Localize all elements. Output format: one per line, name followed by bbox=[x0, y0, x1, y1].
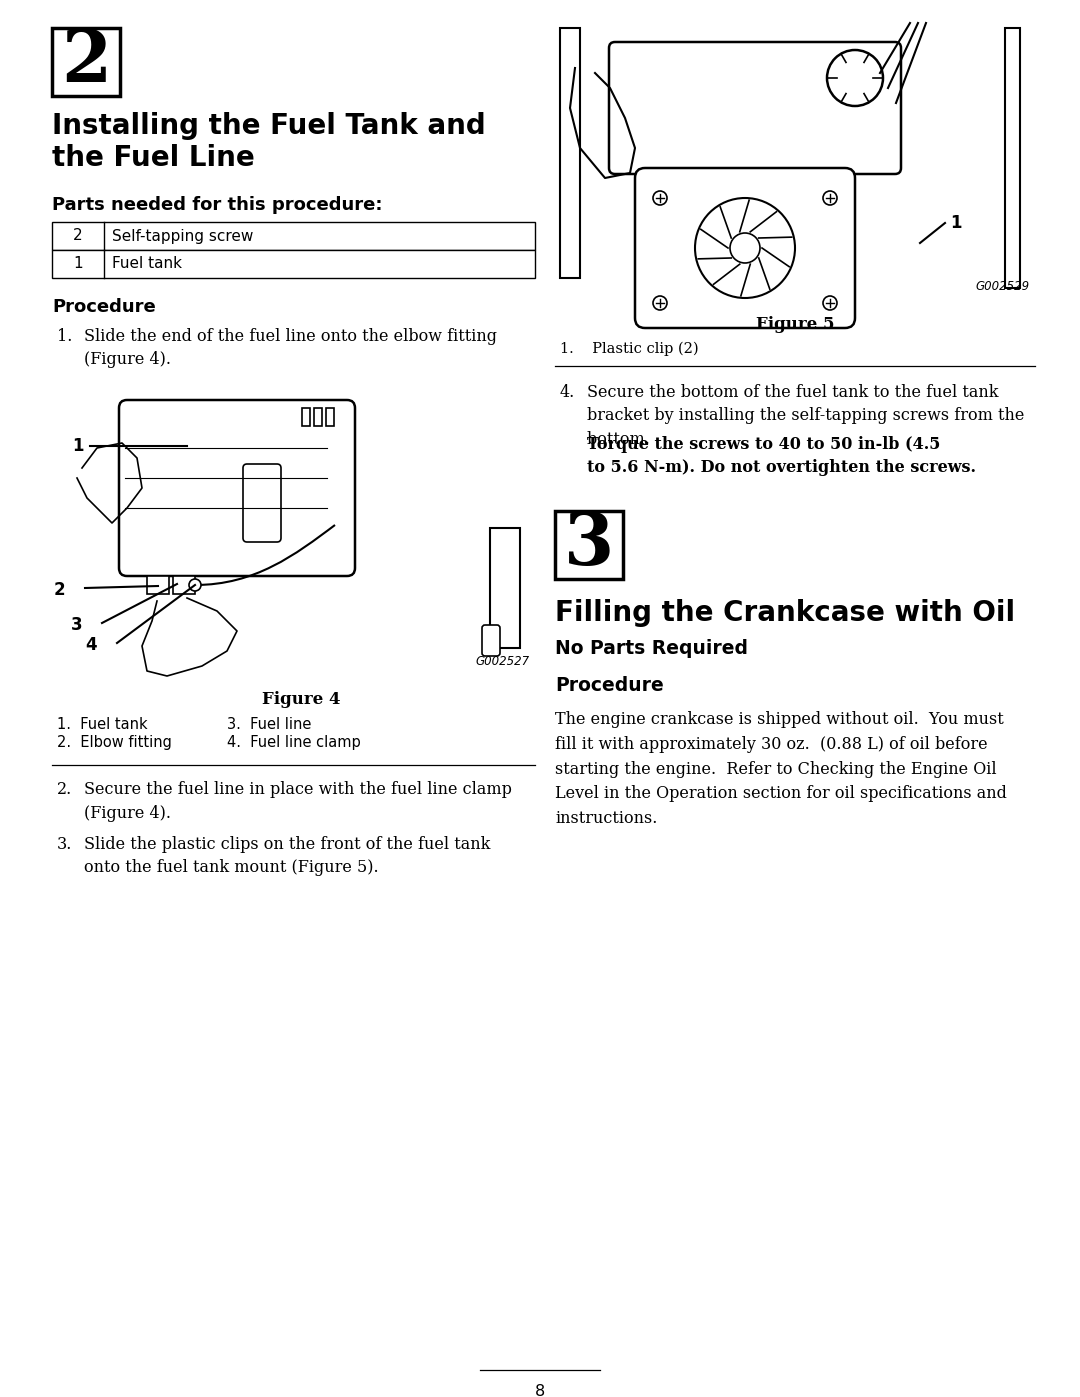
Text: 3.: 3. bbox=[57, 835, 72, 854]
FancyBboxPatch shape bbox=[482, 624, 500, 657]
Circle shape bbox=[653, 296, 667, 310]
Text: 4.  Fuel line clamp: 4. Fuel line clamp bbox=[227, 735, 361, 750]
Text: Procedure: Procedure bbox=[555, 676, 664, 694]
Bar bbox=[1005, 28, 1020, 288]
Text: 2.  Elbow fitting: 2. Elbow fitting bbox=[57, 735, 172, 750]
Bar bbox=[302, 408, 310, 426]
Text: Slide the plastic clips on the front of the fuel tank
onto the fuel tank mount (: Slide the plastic clips on the front of … bbox=[84, 835, 490, 876]
Text: 1: 1 bbox=[950, 214, 961, 232]
Text: G002527: G002527 bbox=[476, 655, 530, 668]
Text: 1.  Fuel tank: 1. Fuel tank bbox=[57, 717, 148, 732]
Text: 1: 1 bbox=[72, 437, 83, 455]
Text: 3.  Fuel line: 3. Fuel line bbox=[227, 717, 311, 732]
Text: 2: 2 bbox=[53, 581, 65, 599]
Circle shape bbox=[696, 198, 795, 298]
Text: 1: 1 bbox=[73, 257, 83, 271]
Bar bbox=[326, 408, 334, 426]
Text: the Fuel Line: the Fuel Line bbox=[52, 144, 255, 172]
Text: 2.: 2. bbox=[57, 781, 72, 798]
Text: Fuel tank: Fuel tank bbox=[112, 257, 183, 271]
Bar bbox=[490, 528, 519, 648]
Text: Self-tapping screw: Self-tapping screw bbox=[112, 229, 254, 243]
Text: 2: 2 bbox=[73, 229, 83, 243]
Circle shape bbox=[653, 191, 667, 205]
Text: Figure 4: Figure 4 bbox=[261, 692, 340, 708]
Circle shape bbox=[823, 191, 837, 205]
Bar bbox=[173, 576, 195, 594]
Text: Torque the screws to 40 to 50 in-lb (4.5
to 5.6 N-m). Do not overtighten the scr: Torque the screws to 40 to 50 in-lb (4.5… bbox=[588, 436, 976, 476]
Text: 2: 2 bbox=[60, 27, 111, 98]
Bar bbox=[314, 408, 322, 426]
Text: Secure the bottom of the fuel tank to the fuel tank
bracket by installing the se: Secure the bottom of the fuel tank to th… bbox=[588, 384, 1024, 448]
Text: 1.    Plastic clip (2): 1. Plastic clip (2) bbox=[561, 342, 699, 356]
FancyBboxPatch shape bbox=[243, 464, 281, 542]
Text: Installing the Fuel Tank and: Installing the Fuel Tank and bbox=[52, 112, 486, 140]
Text: Figure 5: Figure 5 bbox=[756, 316, 834, 332]
Circle shape bbox=[823, 296, 837, 310]
Text: 1.: 1. bbox=[57, 328, 72, 345]
Text: 4.: 4. bbox=[561, 384, 576, 401]
Text: Procedure: Procedure bbox=[52, 298, 156, 316]
Text: Slide the end of the fuel line onto the elbow fitting
(Figure 4).: Slide the end of the fuel line onto the … bbox=[84, 328, 497, 369]
Bar bbox=[52, 222, 535, 250]
Text: No Parts Required: No Parts Required bbox=[555, 638, 748, 658]
Text: 4: 4 bbox=[85, 636, 97, 654]
Bar bbox=[561, 28, 580, 278]
Circle shape bbox=[827, 50, 883, 106]
Text: G002529: G002529 bbox=[976, 279, 1030, 293]
Text: 3: 3 bbox=[564, 510, 615, 581]
Bar bbox=[52, 28, 120, 96]
Circle shape bbox=[189, 578, 201, 591]
Bar bbox=[147, 576, 168, 594]
Text: The engine crankcase is shipped without oil.  You must
fill it with approximatel: The engine crankcase is shipped without … bbox=[555, 711, 1007, 827]
Text: 8: 8 bbox=[535, 1384, 545, 1397]
Bar bbox=[52, 250, 535, 278]
FancyBboxPatch shape bbox=[119, 400, 355, 576]
Text: 3: 3 bbox=[70, 616, 82, 634]
Text: Filling the Crankcase with Oil: Filling the Crankcase with Oil bbox=[555, 599, 1015, 627]
Text: Parts needed for this procedure:: Parts needed for this procedure: bbox=[52, 196, 382, 214]
Bar bbox=[555, 511, 623, 578]
Circle shape bbox=[730, 233, 760, 263]
Text: Secure the fuel line in place with the fuel line clamp
(Figure 4).: Secure the fuel line in place with the f… bbox=[84, 781, 512, 821]
FancyBboxPatch shape bbox=[609, 42, 901, 175]
FancyBboxPatch shape bbox=[635, 168, 855, 328]
